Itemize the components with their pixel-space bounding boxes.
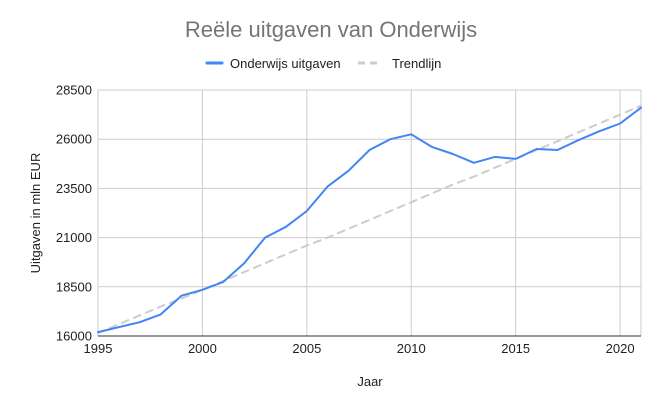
y-tick-label: 28500 — [56, 83, 92, 98]
x-tick-label: 2000 — [188, 341, 217, 356]
y-tick-label: 18500 — [56, 279, 92, 294]
y-tick-label: 16000 — [56, 329, 92, 344]
y-tick-label: 26000 — [56, 132, 92, 147]
legend-label-trendlijn: Trendlijn — [392, 56, 441, 71]
y-axis-title: Uitgaven in mln EUR — [28, 153, 43, 274]
x-tick-label: 2005 — [292, 341, 321, 356]
x-tick-label: 2020 — [606, 341, 635, 356]
gridlines — [97, 89, 642, 337]
y-tick-label: 21000 — [56, 230, 92, 245]
series-line-trendlijn — [97, 104, 642, 334]
y-tick-label: 23500 — [56, 181, 92, 196]
series-line-onderwijs — [97, 106, 642, 334]
x-tick-label: 2015 — [501, 341, 530, 356]
x-axis-title: Jaar — [357, 374, 383, 389]
legend-item-onderwijs: Onderwijs uitgaven — [205, 56, 341, 71]
series-lines — [97, 104, 642, 334]
legend-item-trendlijn: Trendlijn — [358, 56, 441, 71]
legend: Onderwijs uitgaven Trendlijn — [205, 56, 441, 71]
legend-label-onderwijs: Onderwijs uitgaven — [230, 56, 341, 71]
x-tick-label: 2010 — [397, 341, 426, 356]
chart-title: Reële uitgaven van Onderwijs — [185, 17, 477, 42]
tick-labels: 16000 18500 21000 23500 26000 28500 1995 2000 20… — [56, 83, 635, 357]
x-tick-label: 1995 — [84, 341, 113, 356]
